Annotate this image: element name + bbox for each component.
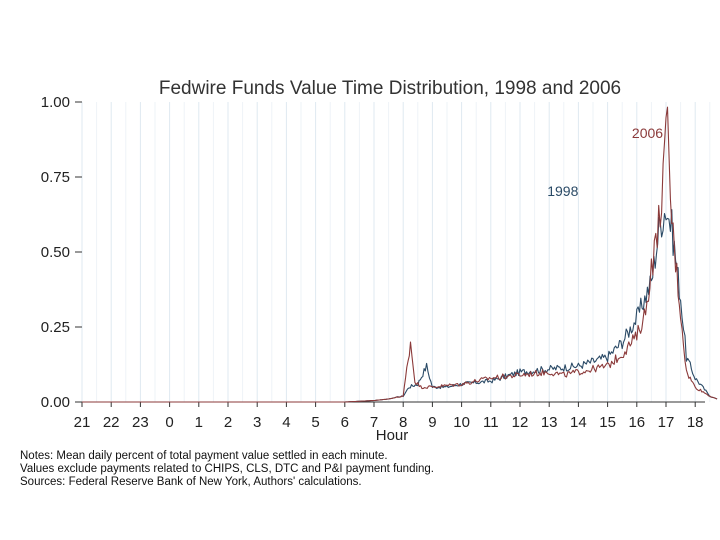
x-tick-label: 4 — [282, 414, 290, 431]
x-tick-label: 23 — [132, 414, 149, 431]
series-lines — [82, 106, 718, 403]
x-tick-label: 17 — [658, 414, 675, 431]
x-axis-title: Hour — [376, 427, 409, 444]
notes-line: Sources: Federal Reserve Bank of New Yor… — [20, 476, 362, 488]
x-tick-label: 16 — [628, 414, 645, 431]
x-tick-label: 13 — [541, 414, 558, 431]
x-tick-label: 8 — [399, 414, 407, 431]
x-tick-label: 0 — [165, 414, 173, 431]
x-tick-label: 3 — [253, 414, 261, 431]
x-tick-label: 22 — [103, 414, 120, 431]
notes-line: Notes: Mean daily percent of total payme… — [20, 450, 388, 462]
y-tick-label: 0.25 — [41, 319, 70, 336]
x-tick-label: 2 — [224, 414, 232, 431]
x-tick-label: 21 — [74, 414, 91, 431]
chart-notes: Notes: Mean daily percent of total payme… — [20, 450, 434, 489]
x-tick-label: 1 — [195, 414, 203, 431]
y-tick-label: 0.50 — [41, 244, 70, 261]
chart-area: Fedwire Funds Value Time Distribution, 1… — [41, 78, 718, 444]
x-tick-label: 12 — [512, 414, 529, 431]
series-line-2006 — [82, 106, 718, 403]
chart-title: Fedwire Funds Value Time Distribution, 1… — [159, 78, 621, 99]
series-label-1998: 1998 — [547, 183, 578, 199]
x-tick-label: 18 — [687, 414, 704, 431]
x-tick-label: 11 — [483, 414, 499, 431]
x-tick-label: 10 — [453, 414, 470, 431]
x-tick-label: 15 — [599, 414, 616, 431]
x-tick-label: 5 — [311, 414, 319, 431]
series-labels: 1998 2006 — [547, 125, 663, 199]
x-tick-label: 6 — [341, 414, 349, 431]
y-tick-label: 1.00 — [41, 94, 70, 111]
x-tick-label: 7 — [370, 414, 378, 431]
y-tick-label: 0.75 — [41, 169, 70, 186]
x-tick-label: 14 — [570, 414, 587, 431]
y-tick-label: 0.00 — [41, 394, 70, 411]
grid-lines — [81, 102, 711, 402]
series-label-2006: 2006 — [632, 125, 663, 141]
notes-line: Values exclude payments related to CHIPS… — [20, 463, 434, 475]
x-tick-label: 9 — [428, 414, 436, 431]
